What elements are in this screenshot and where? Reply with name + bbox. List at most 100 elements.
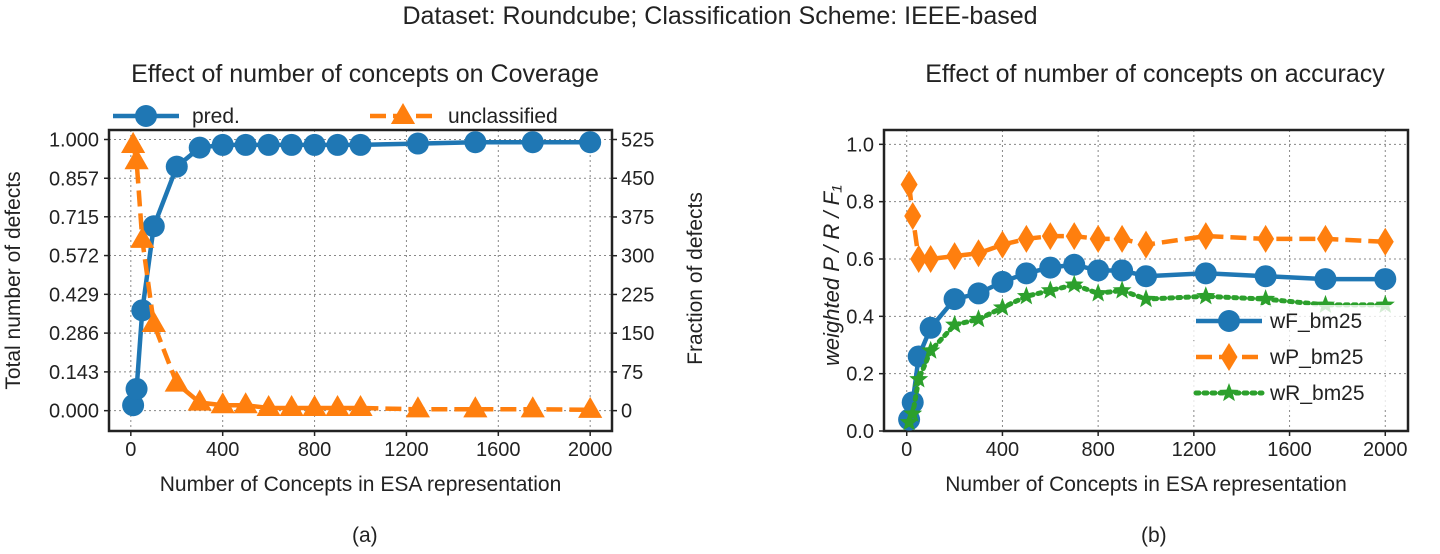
data-point <box>1112 280 1132 299</box>
data-point <box>1194 262 1217 285</box>
data-point <box>256 394 281 417</box>
data-point <box>1136 289 1156 308</box>
data-point <box>521 131 544 154</box>
x-tick-label: 0 <box>125 439 136 461</box>
x-tick-label: 1200 <box>1172 439 1217 461</box>
data-point <box>326 133 349 156</box>
data-point <box>405 396 431 418</box>
y-tick-label: 0.286 <box>49 323 99 345</box>
data-point <box>464 131 487 154</box>
chart-title: Effect of number of concepts on Coverage <box>131 60 599 88</box>
series-unclassified <box>121 131 603 418</box>
y-right-tick-label: 375 <box>621 207 654 229</box>
legend-label: pred. <box>192 105 240 128</box>
y-right-tick-label: 450 <box>621 168 654 190</box>
series-wr-bm25 <box>899 274 1395 431</box>
series-wf-bm25 <box>898 253 1397 431</box>
data-point <box>946 242 964 271</box>
data-point <box>1254 265 1277 288</box>
legend-label: wF_bm25 <box>1269 310 1362 333</box>
data-point <box>921 340 941 359</box>
data-point <box>1376 227 1394 256</box>
data-point <box>1196 286 1216 305</box>
chart-title: Effect of number of concepts on accuracy <box>925 60 1385 88</box>
x-tick-label: 0 <box>901 439 912 461</box>
data-point <box>210 392 235 414</box>
legend-label: wR_bm25 <box>1269 382 1365 405</box>
chart-a: Effect of number of concepts on Coverage… <box>2 60 707 496</box>
data-point <box>1257 224 1275 253</box>
chart-b: Effect of number of concepts on accuracy… <box>819 60 1410 496</box>
data-point <box>1065 222 1083 251</box>
data-point <box>1063 253 1086 276</box>
data-point <box>280 133 303 156</box>
legend-marker <box>390 103 416 125</box>
data-point <box>164 370 189 392</box>
data-point <box>899 412 919 431</box>
data-point <box>130 226 155 248</box>
data-point <box>969 309 988 328</box>
data-point <box>187 389 212 411</box>
data-point <box>141 310 166 332</box>
data-point <box>257 133 280 156</box>
data-point <box>1016 286 1036 305</box>
legend-marker <box>1219 383 1239 402</box>
data-point <box>325 394 350 417</box>
data-point <box>992 297 1012 316</box>
legend: pred. unclassified <box>113 103 558 128</box>
data-point <box>406 132 429 155</box>
plot-frame <box>107 128 614 433</box>
data-point <box>922 245 940 273</box>
series-line <box>130 144 591 413</box>
data-point <box>1316 224 1334 253</box>
y-right-tick-label: 75 <box>621 362 643 384</box>
data-point <box>520 396 545 418</box>
data-point <box>993 230 1011 259</box>
data-point <box>910 245 928 273</box>
data-point <box>1374 268 1397 291</box>
x-axis-label: Number of Concepts in ESA representation <box>945 473 1347 496</box>
data-point <box>188 136 211 159</box>
x-tick-label: 1600 <box>1267 439 1312 461</box>
y-tick-label: 0.2 <box>846 364 874 386</box>
data-point <box>904 202 922 230</box>
data-point <box>1040 280 1060 299</box>
data-point <box>1088 283 1108 302</box>
data-point <box>121 131 146 153</box>
panel-b-caption: (b) <box>1141 524 1167 547</box>
data-point <box>1113 224 1131 253</box>
y-tick-label: 0.6 <box>846 249 874 271</box>
x-tick-label: 400 <box>986 439 1019 461</box>
data-point <box>1089 224 1107 253</box>
data-point <box>900 170 918 199</box>
x-tick-label: 800 <box>298 439 331 461</box>
data-point <box>302 394 327 417</box>
data-point <box>903 403 923 422</box>
data-point <box>165 155 188 178</box>
data-point <box>909 369 929 388</box>
legend: wF_bm25 wP_bm25 wR_bm25 <box>1190 305 1402 409</box>
y-tick-label: 0.8 <box>846 192 874 214</box>
data-point <box>1064 274 1084 293</box>
y-right-tick-label: 225 <box>621 284 654 306</box>
data-point <box>142 215 165 238</box>
data-point <box>1039 256 1062 279</box>
data-point <box>1315 294 1335 313</box>
y-axis-label: Total number of defects <box>2 171 25 389</box>
y-tick-label: 0.857 <box>49 168 99 190</box>
data-point <box>348 394 373 417</box>
data-point <box>579 131 602 154</box>
data-point <box>1137 230 1155 259</box>
data-point <box>125 377 148 400</box>
data-point <box>131 299 154 322</box>
data-point <box>991 270 1014 293</box>
y-tick-label: 0.143 <box>49 362 99 384</box>
y-tick-label: 0.000 <box>49 401 99 423</box>
y-tick-label: 0.4 <box>846 306 874 328</box>
data-point <box>1017 224 1035 253</box>
y-tick-label: 0.0 <box>846 421 874 443</box>
data-point <box>945 314 965 333</box>
data-point <box>124 148 149 170</box>
y-tick-label: 0.715 <box>49 207 99 229</box>
